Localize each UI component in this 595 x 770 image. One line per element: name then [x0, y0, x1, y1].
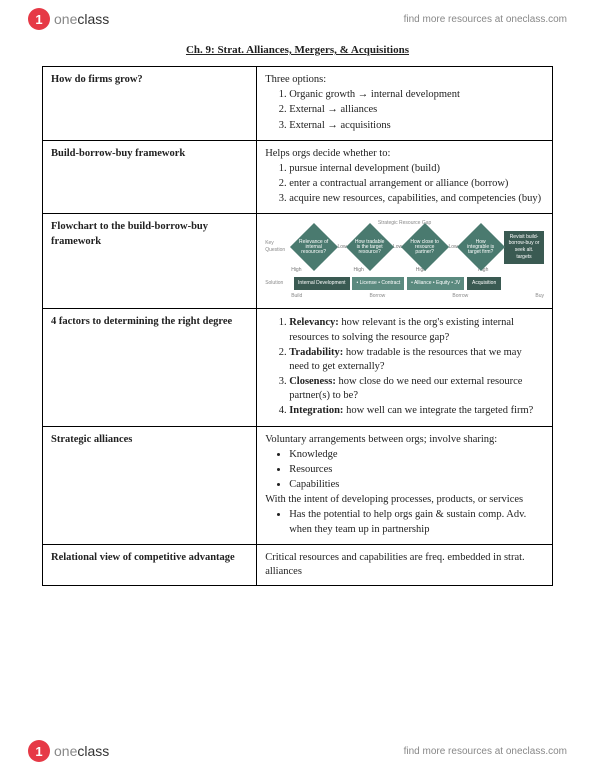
flow-end-box: Revisit build-borrow-buy or seek alt. ta… [504, 231, 544, 264]
cell-def: Critical resources and capabilities are … [257, 544, 553, 585]
page-header: 1 oneclass find more resources at onecla… [0, 0, 595, 38]
flow-diamond: How close to resource partner? [401, 223, 449, 271]
table-row: How do firms grow? Three options: Organi… [43, 67, 553, 141]
list-item: Organic growth → internal development [289, 88, 544, 102]
brand-logo: 1 oneclass [28, 8, 109, 30]
flow-bottom-label: Borrow [369, 293, 385, 300]
flow-solution: • License • Contract [352, 277, 404, 290]
flow-solution: Internal Development [294, 277, 350, 290]
flow-row-label: Key Question [265, 240, 291, 254]
cell-term: Strategic alliances [43, 426, 257, 544]
page-footer: 1 oneclass find more resources at onecla… [0, 732, 595, 770]
cell-def: Voluntary arrangements between orgs; inv… [257, 426, 553, 544]
brand-logo: 1 oneclass [28, 740, 109, 762]
cell-term: How do firms grow? [43, 67, 257, 141]
cell-term: Relational view of competitive advantage [43, 544, 257, 585]
flow-edge-label: High [353, 267, 363, 274]
flow-solution: • Alliance • Equity • JV [407, 277, 464, 290]
list-item: acquire new resources, capabilities, and… [289, 192, 544, 206]
list-item: Knowledge [289, 448, 544, 462]
header-tagline: find more resources at oneclass.com [404, 14, 567, 25]
footer-tagline: find more resources at oneclass.com [404, 746, 567, 757]
list-item: External → alliances [289, 103, 544, 117]
list-item: pursue internal development (build) [289, 162, 544, 176]
notes-table: How do firms grow? Three options: Organi… [42, 66, 553, 586]
flow-diamond: How integrable is target firm? [457, 223, 505, 271]
cell-term: 4 factors to determining the right degre… [43, 309, 257, 426]
flow-row-label: Solution [265, 280, 291, 287]
logo-icon: 1 [28, 740, 50, 762]
list-item: Capabilities [289, 478, 544, 492]
list-item: Has the potential to help orgs gain & su… [289, 508, 544, 536]
list-item: Integration: how well can we integrate t… [289, 404, 544, 418]
cell-def: Relevancy: how relevant is the org's exi… [257, 309, 553, 426]
flow-diamond: How tradable is the target resource? [346, 223, 394, 271]
flow-top-label: Strategic Resource Gap [265, 220, 544, 227]
flow-solution: Acquisition [467, 277, 501, 290]
logo-text: oneclass [54, 743, 109, 759]
cell-def: Helps orgs decide whether to: pursue int… [257, 140, 553, 214]
cell-def: Three options: Organic growth → internal… [257, 67, 553, 141]
flowchart: Strategic Resource Gap Key Question Rele… [265, 220, 544, 299]
list-item: Tradability: how tradable is the resourc… [289, 346, 544, 374]
logo-icon: 1 [28, 8, 50, 30]
table-row: Strategic alliances Voluntary arrangemen… [43, 426, 553, 544]
logo-text: oneclass [54, 11, 109, 27]
flow-bottom-label: Build [291, 293, 302, 300]
page-body: Ch. 9: Strat. Alliances, Mergers, & Acqu… [42, 44, 553, 726]
table-row: Build-borrow-buy framework Helps orgs de… [43, 140, 553, 214]
flow-edge-label: High [291, 267, 301, 274]
table-row: Flowchart to the build-borrow-buy framew… [43, 214, 553, 309]
list-item: Relevancy: how relevant is the org's exi… [289, 316, 544, 344]
list-item: Resources [289, 463, 544, 477]
flow-bottom-label: Borrow [452, 293, 468, 300]
cell-term: Flowchart to the build-borrow-buy framew… [43, 214, 257, 309]
list-item: Closeness: how close do we need our exte… [289, 375, 544, 403]
table-row: 4 factors to determining the right degre… [43, 309, 553, 426]
list-item: External → acquisitions [289, 119, 544, 133]
table-row: Relational view of competitive advantage… [43, 544, 553, 585]
list-item: enter a contractual arrangement or allia… [289, 177, 544, 191]
page-title: Ch. 9: Strat. Alliances, Mergers, & Acqu… [42, 44, 553, 56]
flow-diamond: Relevance of internal resources? [290, 223, 338, 271]
flow-bottom-label: Buy [535, 293, 544, 300]
cell-term: Build-borrow-buy framework [43, 140, 257, 214]
cell-def: Strategic Resource Gap Key Question Rele… [257, 214, 553, 309]
